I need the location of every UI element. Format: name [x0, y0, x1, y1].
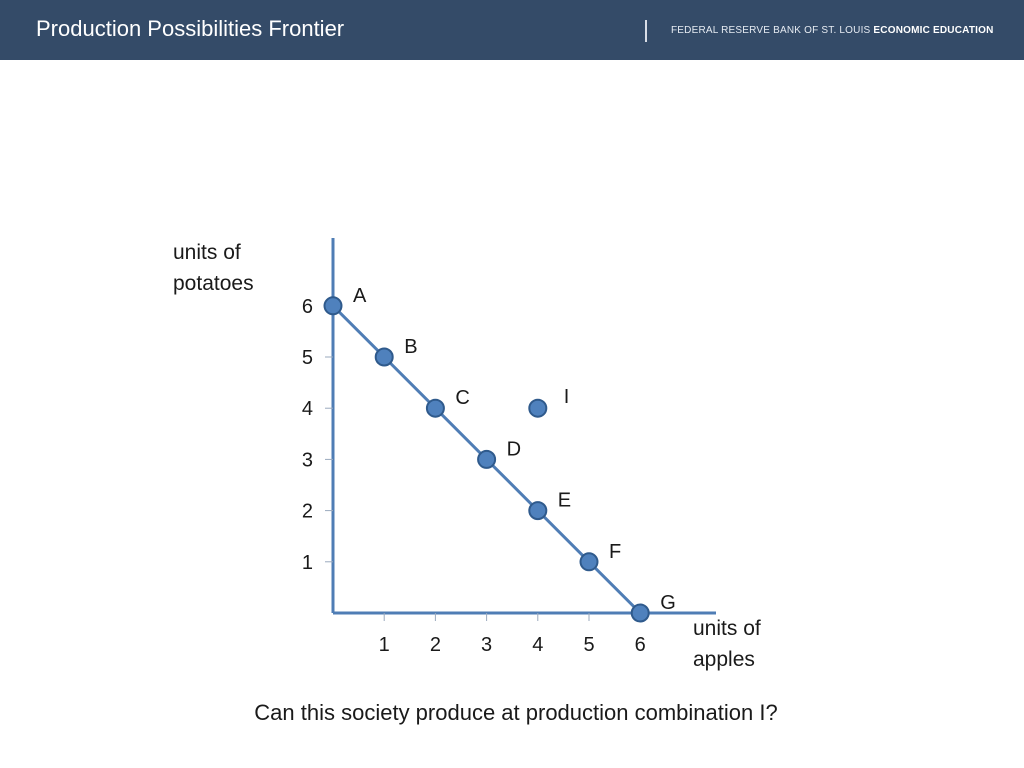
x-axis-label-line: apples	[693, 648, 755, 671]
question-caption: Can this society produce at production c…	[254, 700, 778, 725]
point-d	[477, 449, 497, 469]
chart-axes	[331, 238, 716, 615]
axis-labels: units of potatoes units of apples	[173, 241, 761, 671]
point-d-label: D	[507, 438, 521, 460]
org-name: FEDERAL RESERVE BANK OF ST. LOUIS	[671, 25, 874, 36]
y-tick-label: 3	[302, 449, 313, 471]
point-e-label: E	[558, 490, 571, 512]
point-c-label: C	[455, 387, 469, 409]
point-f	[579, 552, 599, 572]
y-tick-label: 1	[302, 552, 313, 574]
x-tick-label: 6	[635, 634, 646, 656]
y-tick-label: 2	[302, 501, 313, 523]
slide-title: Production Possibilities Frontier	[36, 16, 345, 41]
org-department: ECONOMIC EDUCATION	[873, 25, 994, 36]
x-tick-label: 5	[583, 634, 594, 656]
y-tick-label: 5	[302, 347, 313, 369]
header-divider	[645, 20, 647, 42]
x-tick-label: 3	[481, 634, 492, 656]
x-axis-label: units of apples	[693, 617, 761, 671]
y-axis-label-line: units of	[173, 241, 241, 264]
point-c	[425, 398, 445, 418]
point-a-label: A	[353, 285, 367, 307]
point-a	[323, 296, 343, 316]
point-b-label: B	[404, 336, 417, 358]
y-axis-label-line: potatoes	[173, 272, 254, 295]
y-tick-label: 6	[302, 296, 313, 318]
x-tick-label: 4	[532, 634, 543, 656]
point-b	[374, 347, 394, 367]
chart-points: A B C D E F G I	[323, 285, 676, 623]
x-axis-label-line: units of	[693, 617, 761, 640]
point-g	[630, 603, 650, 623]
point-i	[528, 398, 548, 418]
point-i-label: I	[564, 386, 570, 408]
point-f-label: F	[609, 541, 621, 563]
x-tick-label: 1	[379, 634, 390, 656]
x-tick-label: 2	[430, 634, 441, 656]
org-logo-text: FEDERAL RESERVE BANK OF ST. LOUIS ECONOM…	[671, 25, 994, 36]
y-axis-label: units of potatoes	[173, 241, 254, 295]
y-tick-label: 4	[302, 398, 313, 420]
point-e	[528, 501, 548, 521]
chart-ticks: 1 2 3 4 5 6 1 2 3 4 5 6	[302, 296, 646, 656]
title-bar: Production Possibilities Frontier FEDERA…	[0, 0, 1024, 60]
point-g-label: G	[660, 592, 676, 614]
